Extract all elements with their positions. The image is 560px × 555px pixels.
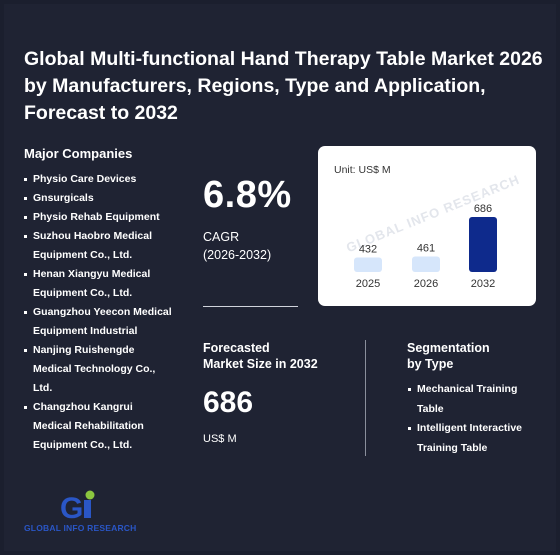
page-title: Global Multi-functional Hand Therapy Tab… — [24, 48, 543, 124]
segment-item: Intelligent Interactive Training Table — [407, 419, 537, 458]
category-label-2032: 2032 — [471, 278, 495, 290]
company-item: Suzhou Haobro Medical Equipment Co., Ltd… — [24, 227, 174, 265]
cagr-divider — [203, 306, 298, 307]
segmentation-heading-line2: by Type — [407, 357, 454, 371]
bar-2032 — [469, 217, 497, 272]
company-item: Henan Xiangyu Medical Equipment Co., Ltd… — [24, 265, 174, 303]
company-item: Gnsurgicals — [24, 189, 174, 208]
forecast-value: 686 — [203, 386, 254, 419]
forecast-heading-line2: Market Size in 2032 — [203, 357, 318, 371]
cagr-label-line2: (2026-2032) — [203, 248, 272, 262]
category-label-2026: 2026 — [414, 278, 438, 290]
company-item: Physio Care Devices — [24, 170, 174, 189]
data-label-2025: 432 — [359, 243, 377, 255]
cagr-value: 6.8% — [203, 174, 292, 216]
gi-logo-icon: G — [60, 490, 95, 525]
segment-item: Mechanical Training Table — [407, 380, 537, 419]
segmentation-heading-line1: Segmentation — [407, 341, 490, 355]
company-item: Guangzhou Yeecon Medical Equipment Indus… — [24, 303, 174, 341]
logo-mark-i — [84, 500, 91, 518]
cagr-label-line1: CAGR — [203, 230, 240, 244]
logo-text: GLOBAL INFO RESEARCH — [24, 523, 137, 533]
category-label-2025: 2025 — [356, 278, 380, 290]
company-item: Nanjing Ruishengde Medical Technology Co… — [24, 341, 174, 398]
segmentation-list: Mechanical Training Table Intelligent In… — [407, 380, 537, 458]
logo-dot — [85, 490, 95, 500]
major-companies-heading: Major Companies — [24, 146, 133, 161]
bar-2026 — [412, 256, 440, 272]
forecast-heading-line1: Forecasted — [203, 341, 270, 355]
logo-mark-g: G — [60, 492, 83, 525]
data-label-2032: 686 — [474, 203, 492, 215]
major-companies-list: Physio Care Devices Gnsurgicals Physio R… — [24, 170, 174, 455]
forecast-unit: US$ M — [203, 433, 237, 445]
chart-unit-label: Unit: US$ M — [334, 164, 391, 176]
segmentation-heading: Segmentation by Type — [407, 340, 490, 372]
section-divider — [365, 340, 366, 456]
data-label-2026: 461 — [417, 242, 435, 254]
company-item: Physio Rehab Equipment — [24, 208, 174, 227]
forecast-heading: Forecasted Market Size in 2032 — [203, 340, 318, 372]
bar-chart-svg: 432 2025 461 2026 686 2032 — [354, 203, 497, 290]
market-size-chart: GLOBAL INFO RESEARCH Unit: US$ M 432 2025… — [318, 146, 536, 306]
bar-2025 — [354, 257, 382, 272]
company-item: Changzhou Kangrui Medical Rehabilitation… — [24, 398, 174, 455]
cagr-label: CAGR (2026-2032) — [203, 228, 271, 264]
